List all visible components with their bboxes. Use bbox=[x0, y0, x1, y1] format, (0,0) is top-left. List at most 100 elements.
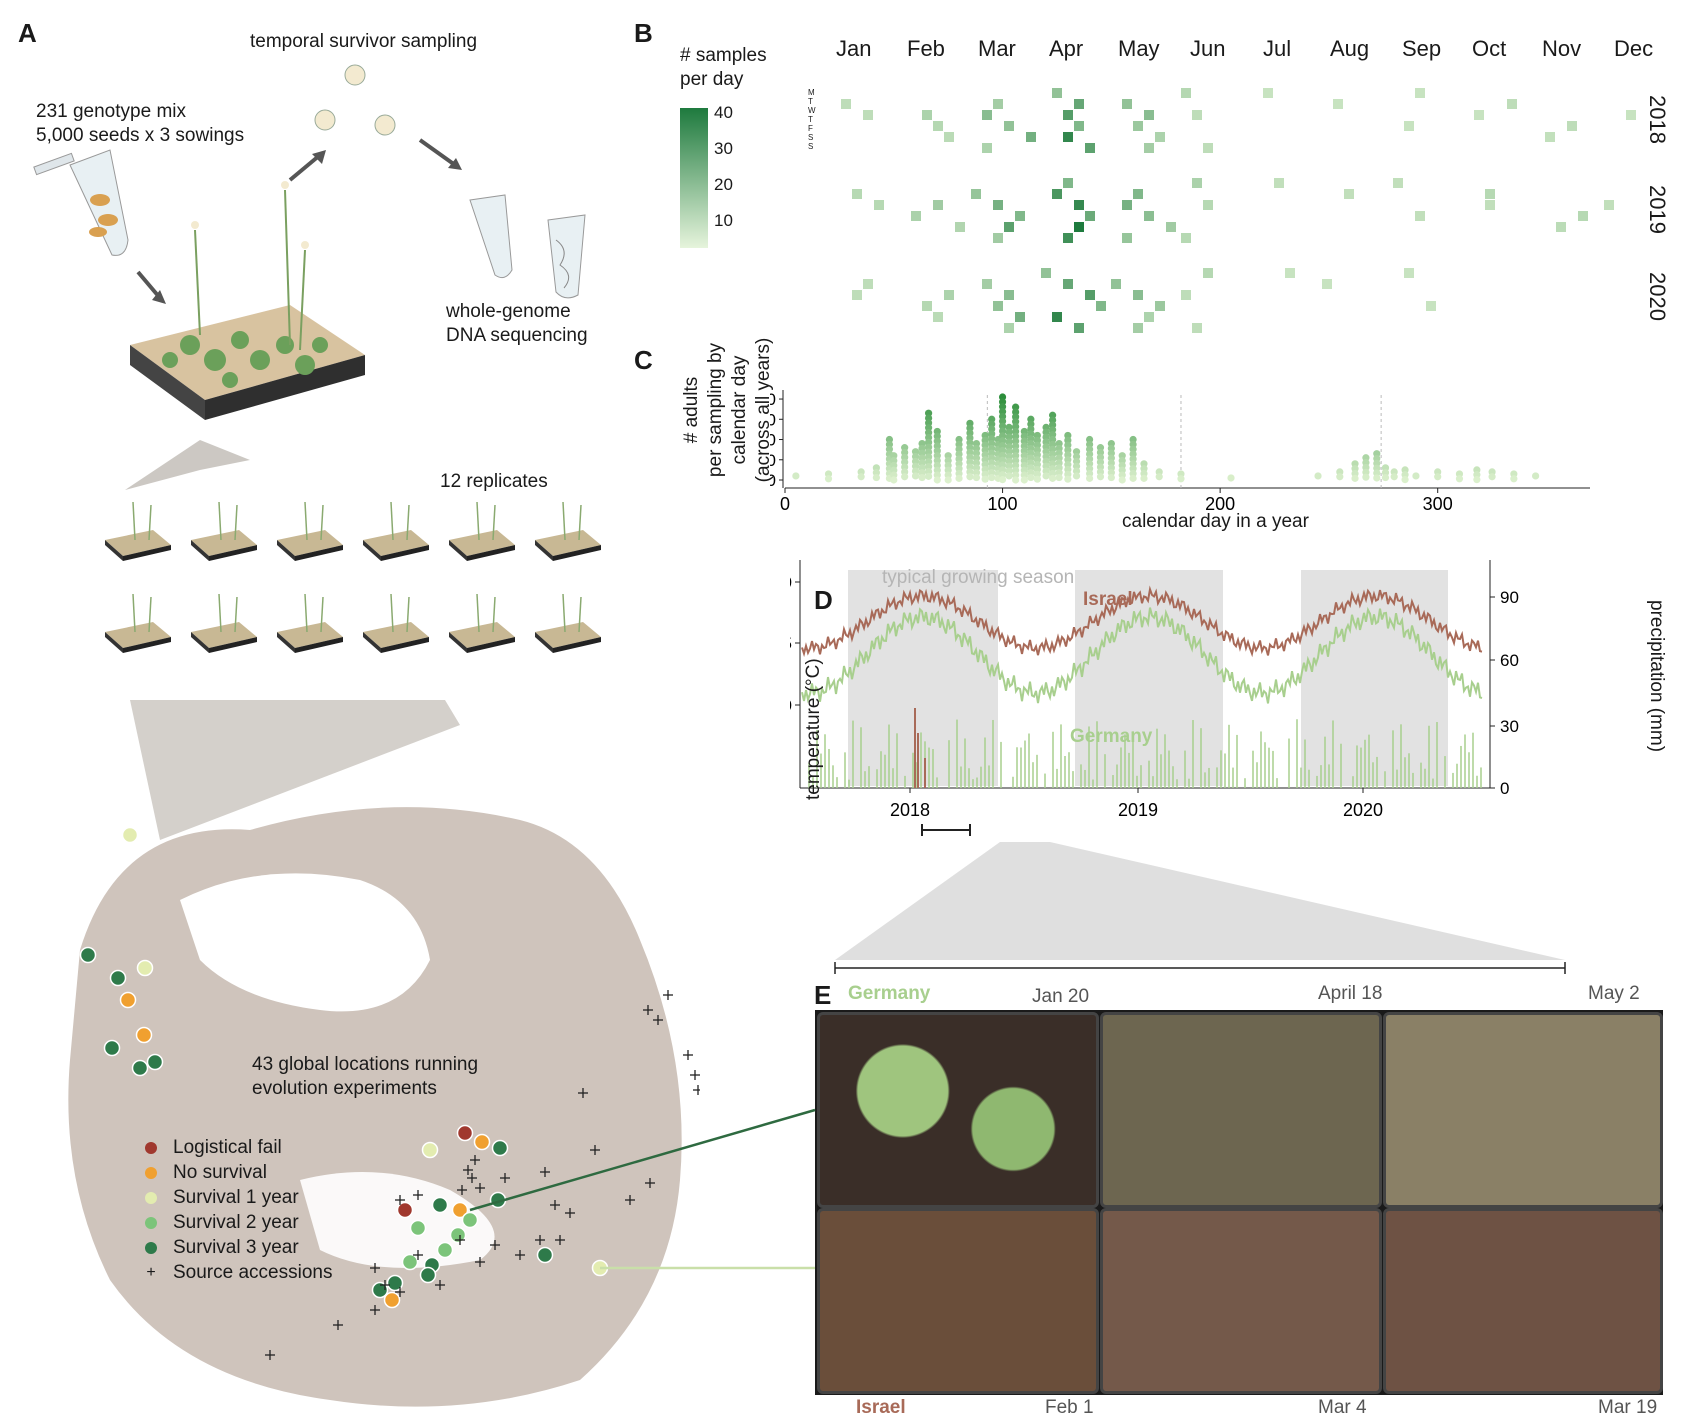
source-accession-icon bbox=[490, 1240, 500, 1250]
source-accession-icon bbox=[413, 1250, 423, 1260]
month-label: Jun bbox=[1190, 36, 1226, 61]
panel-a-letter: A bbox=[18, 18, 37, 48]
sample-day-cell bbox=[1133, 189, 1143, 199]
right-tick-label: 60 bbox=[1500, 651, 1519, 670]
sample-day-cell bbox=[1181, 88, 1191, 98]
data-point bbox=[1177, 475, 1185, 483]
data-point bbox=[1373, 474, 1381, 482]
data-point bbox=[966, 473, 974, 481]
location-marker-icon bbox=[401, 1253, 419, 1271]
source-accession-icon bbox=[643, 1005, 653, 1015]
sample-day-cell bbox=[1344, 189, 1354, 199]
data-point bbox=[1107, 473, 1115, 482]
germany-series-label: Germany bbox=[1070, 726, 1153, 747]
right-tick-label: 0 bbox=[1500, 779, 1509, 798]
y-tick-label: 100 bbox=[770, 431, 776, 450]
source-accession-icon bbox=[625, 1195, 635, 1205]
weekday-label: S bbox=[808, 133, 814, 142]
sample-day-cell bbox=[1144, 312, 1154, 322]
data-point bbox=[1362, 473, 1370, 481]
sample-day-cell bbox=[852, 189, 862, 199]
data-point bbox=[1005, 472, 1013, 480]
month-label: Jul bbox=[1263, 36, 1292, 61]
sample-day-cell bbox=[1181, 233, 1191, 243]
data-point bbox=[1488, 473, 1496, 481]
sample-day-cell bbox=[1144, 110, 1154, 120]
sample-day-cell bbox=[1074, 121, 1084, 131]
sample-day-cell bbox=[1545, 132, 1555, 142]
data-point bbox=[1140, 474, 1148, 482]
mix-label-2: 5,000 seeds x 3 sowings bbox=[36, 125, 245, 146]
germany-site-connector bbox=[469, 1108, 816, 1212]
source-accession-icon bbox=[663, 990, 673, 1000]
location-marker-icon bbox=[79, 946, 97, 964]
sample-day-cell bbox=[1122, 200, 1132, 210]
sample-day-cell bbox=[993, 200, 1003, 210]
sample-day-cell bbox=[874, 200, 884, 210]
sample-day-cell bbox=[1285, 268, 1295, 278]
germany-photo-may2 bbox=[1383, 1012, 1663, 1208]
germany-photo-apr18 bbox=[1100, 1012, 1382, 1208]
sample-day-cell bbox=[1474, 110, 1484, 120]
source-accession-icon bbox=[435, 1280, 445, 1290]
x-tick-label: 300 bbox=[1423, 494, 1453, 514]
sample-day-cell bbox=[993, 99, 1003, 109]
sample-day-cell bbox=[1004, 290, 1014, 300]
legend-item: Survival 3 year bbox=[145, 1235, 332, 1260]
data-point bbox=[955, 474, 963, 482]
sample-day-cell bbox=[863, 279, 873, 289]
sample-day-cell bbox=[1333, 99, 1343, 109]
sampling-label: temporal survivor sampling bbox=[250, 31, 478, 52]
sample-day-cell bbox=[1274, 178, 1284, 188]
sample-day-cell bbox=[1004, 121, 1014, 131]
data-point bbox=[1072, 472, 1081, 480]
sample-day-cell bbox=[911, 211, 921, 221]
month-label: Jan bbox=[836, 36, 872, 61]
month-label: Sep bbox=[1402, 36, 1442, 61]
legend-label: Source accessions bbox=[173, 1261, 333, 1283]
weekday-label: T bbox=[808, 115, 813, 124]
data-point bbox=[1129, 474, 1137, 482]
data-point bbox=[1055, 473, 1063, 482]
sample-day-cell bbox=[1004, 323, 1014, 333]
replicate-tray-icon bbox=[449, 593, 515, 653]
legend-dot-icon bbox=[145, 1166, 157, 1179]
location-marker-icon bbox=[135, 1026, 153, 1044]
sample-day-cell bbox=[1404, 121, 1414, 131]
data-point bbox=[1020, 476, 1028, 484]
sample-day-cell bbox=[1626, 110, 1636, 120]
y-tick-label: 50 bbox=[770, 451, 776, 470]
flower-icon bbox=[314, 64, 396, 136]
data-point bbox=[1085, 474, 1094, 482]
sample-day-cell bbox=[1166, 222, 1176, 232]
legend-label: Survival 1 year bbox=[173, 1186, 299, 1208]
sample-day-cell bbox=[944, 290, 954, 300]
sample-day-cell bbox=[1322, 279, 1332, 289]
source-accession-icon bbox=[395, 1195, 405, 1205]
source-accession-icon bbox=[590, 1145, 600, 1155]
month-label: Apr bbox=[1049, 36, 1084, 61]
replicate-tray-icon bbox=[535, 501, 601, 561]
sample-day-cell bbox=[1074, 323, 1084, 333]
legend-dot-icon bbox=[145, 1191, 157, 1204]
data-point bbox=[1096, 473, 1105, 481]
data-point bbox=[1033, 475, 1041, 483]
data-point bbox=[1027, 473, 1035, 482]
data-point bbox=[857, 473, 865, 481]
data-point bbox=[872, 473, 880, 482]
location-marker-icon bbox=[121, 826, 139, 844]
panel-c-letter: C bbox=[634, 345, 653, 375]
location-marker-icon bbox=[421, 1141, 439, 1159]
sample-day-cell bbox=[1096, 301, 1106, 311]
data-point bbox=[1118, 476, 1126, 484]
planting-tray-icon bbox=[130, 181, 365, 420]
month-label: Nov bbox=[1542, 36, 1582, 61]
location-marker-icon bbox=[131, 1059, 149, 1077]
arrow-icon bbox=[136, 270, 162, 300]
replicate-trays bbox=[105, 501, 601, 653]
legend-dot-icon bbox=[145, 1216, 157, 1229]
legend-item: + Source accessions bbox=[145, 1260, 332, 1285]
sample-day-cell bbox=[1263, 88, 1273, 98]
location-marker-icon bbox=[449, 1226, 467, 1244]
israel-photo-feb1 bbox=[817, 1208, 1099, 1394]
